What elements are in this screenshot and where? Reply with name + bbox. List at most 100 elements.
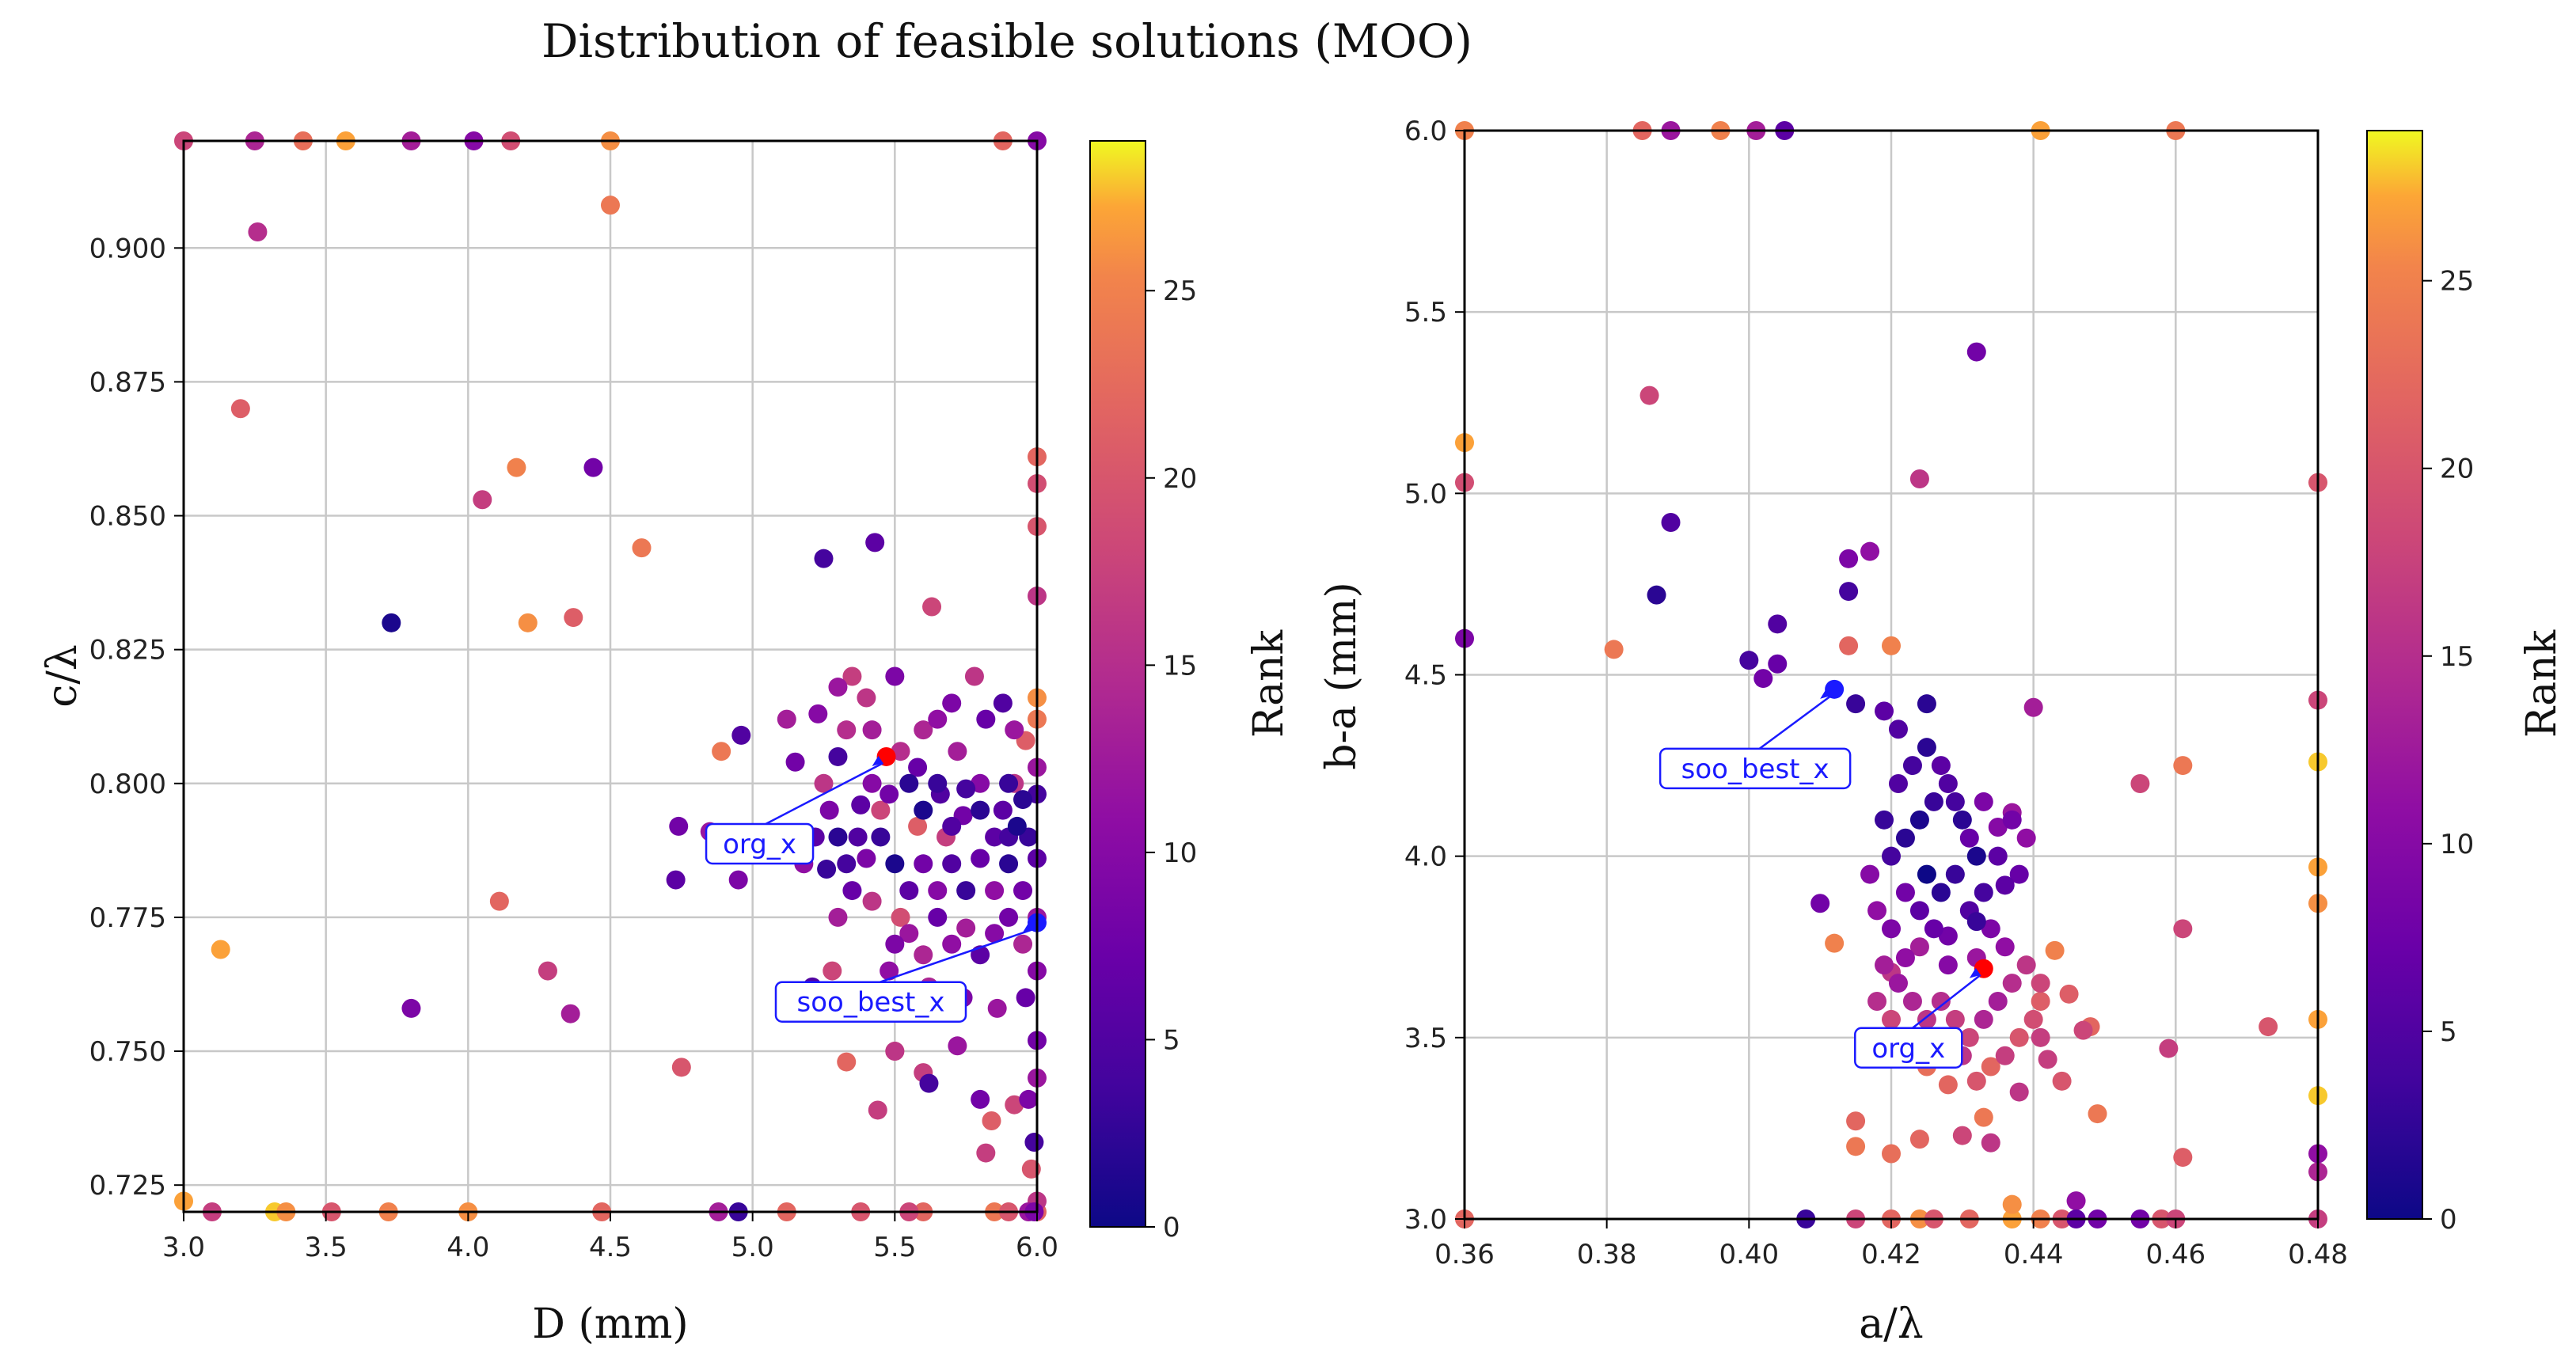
right-x-tick-label: 0.36 <box>1434 1239 1495 1270</box>
left-colorbar <box>1089 140 1146 1228</box>
left-data-point <box>865 533 885 552</box>
right-data-point <box>1846 694 1866 714</box>
left-data-point <box>583 458 603 477</box>
left-data-point <box>914 720 933 740</box>
left-data-point <box>993 693 1013 713</box>
left-x-tick-label: 4.0 <box>446 1232 489 1263</box>
right-data-point <box>1902 992 1922 1011</box>
left-data-point <box>914 854 933 874</box>
left-org-x-arrowhead <box>872 755 883 766</box>
left-data-point <box>560 1004 580 1023</box>
left-data-point <box>1013 881 1033 901</box>
left-data-point <box>828 746 848 766</box>
left-data-point <box>985 924 1005 944</box>
left-data-point <box>993 800 1013 820</box>
left-colorbar-ticks: 0 5 10 15 20 25 <box>1146 275 1197 1244</box>
right-data-point <box>1981 1133 2000 1152</box>
right-data-point <box>1981 919 2000 939</box>
left-data-point <box>880 961 899 981</box>
right-data-point <box>1888 974 1908 993</box>
right-data-point <box>1952 810 1972 830</box>
left-data-point <box>851 795 871 815</box>
right-data-point <box>1867 901 1887 921</box>
left-data-point <box>985 881 1005 901</box>
right-y-tick-label: 4.0 <box>1404 841 1447 873</box>
left-chart: org_x soo_best_x 3.0 3.5 4.0 4.5 5.0 5.5 6.0 0.… <box>39 131 1293 1348</box>
left-data-point <box>401 998 421 1018</box>
right-soo-best-x-box <box>1658 747 1852 790</box>
left-data-point <box>942 854 962 874</box>
left-data-point <box>964 666 984 686</box>
right-chart: soo_best_x org_x 0.36 0.38 0.40 0.42 0.44 0.46… <box>1318 116 2566 1348</box>
right-data-point <box>1839 549 1859 568</box>
right-data-point <box>2173 756 2193 776</box>
left-data-point <box>507 458 526 477</box>
right-data-point <box>2016 955 2036 975</box>
left-data-point <box>230 399 250 419</box>
left-data-point <box>971 800 990 820</box>
right-data-point <box>1888 720 1908 739</box>
right-data-point <box>1995 937 2015 957</box>
left-x-tick-label: 5.5 <box>873 1232 916 1263</box>
left-data-point <box>956 881 976 901</box>
left-data-point <box>985 827 1005 847</box>
left-colorbar-tick-label: 0 <box>1163 1212 1180 1244</box>
right-data-point <box>2052 1071 2072 1091</box>
right-org-x-arrow <box>1908 974 1981 1032</box>
left-data-point <box>976 1143 996 1163</box>
left-org-x-box <box>705 822 815 865</box>
right-data-point <box>2009 1082 2029 1102</box>
left-data-point <box>828 907 848 927</box>
left-colorbar-tick-label: 20 <box>1163 463 1197 495</box>
right-data-point <box>2173 1148 2193 1168</box>
left-data-point <box>862 891 882 911</box>
left-data-point <box>1013 790 1033 810</box>
right-data-point <box>1974 1009 1993 1029</box>
right-data-point <box>1945 792 1965 811</box>
left-data-point <box>885 1042 905 1061</box>
right-annotations: soo_best_x org_x <box>1658 679 1993 1069</box>
left-soo-best-x-box <box>774 981 967 1023</box>
right-data-point <box>2031 974 2050 993</box>
right-data-point <box>1909 810 1929 830</box>
right-data-point <box>1974 792 1993 811</box>
right-x-tick-label: 0.42 <box>1861 1239 1921 1270</box>
right-data-point <box>1825 933 1845 953</box>
right-org-x-box <box>1854 1027 1963 1069</box>
left-data-point <box>982 1111 1001 1130</box>
figure-title: Distribution of feasible solutions (MOO) <box>541 14 1472 68</box>
right-data-point <box>1604 640 1624 659</box>
right-data-point <box>1875 955 1894 975</box>
left-data-point <box>928 773 948 793</box>
right-data-point <box>1952 1126 1972 1145</box>
right-data-point <box>2259 1017 2278 1037</box>
left-data-point <box>971 849 990 868</box>
left-data-point <box>928 907 948 927</box>
left-x-tick-label: 6.0 <box>1016 1232 1058 1263</box>
left-y-tick-label: 0.875 <box>89 366 166 398</box>
left-data-point <box>871 827 891 847</box>
right-y-tick-label: 5.0 <box>1404 478 1447 510</box>
right-data-point <box>2066 1191 2086 1211</box>
right-data-point <box>1875 810 1894 830</box>
right-colorbar-ticks: 0 5 10 15 20 25 <box>2422 266 2474 1236</box>
right-x-tick-label: 0.48 <box>2288 1239 2348 1270</box>
right-data-point <box>1909 469 1929 488</box>
left-data-point <box>538 961 557 981</box>
right-data-point <box>2045 940 2065 960</box>
right-data-point <box>1882 1009 1901 1029</box>
right-data-point <box>1931 883 1951 902</box>
right-data-point <box>1839 582 1859 602</box>
left-y-tick-label: 0.900 <box>89 233 166 264</box>
right-colorbar-tick-label: 15 <box>2440 641 2474 673</box>
right-colorbar-label: Rank <box>2518 629 2566 738</box>
left-data-point <box>948 1036 967 1056</box>
left-data-point <box>731 725 751 745</box>
left-y-tick-label: 0.775 <box>89 902 166 934</box>
right-data-point <box>1753 669 1773 689</box>
right-data-point <box>1931 992 1951 1011</box>
left-data-point <box>908 816 928 836</box>
right-data-point <box>2073 1020 2093 1040</box>
left-org-x-label: org_x <box>723 829 796 860</box>
right-data-point <box>1931 756 1951 776</box>
